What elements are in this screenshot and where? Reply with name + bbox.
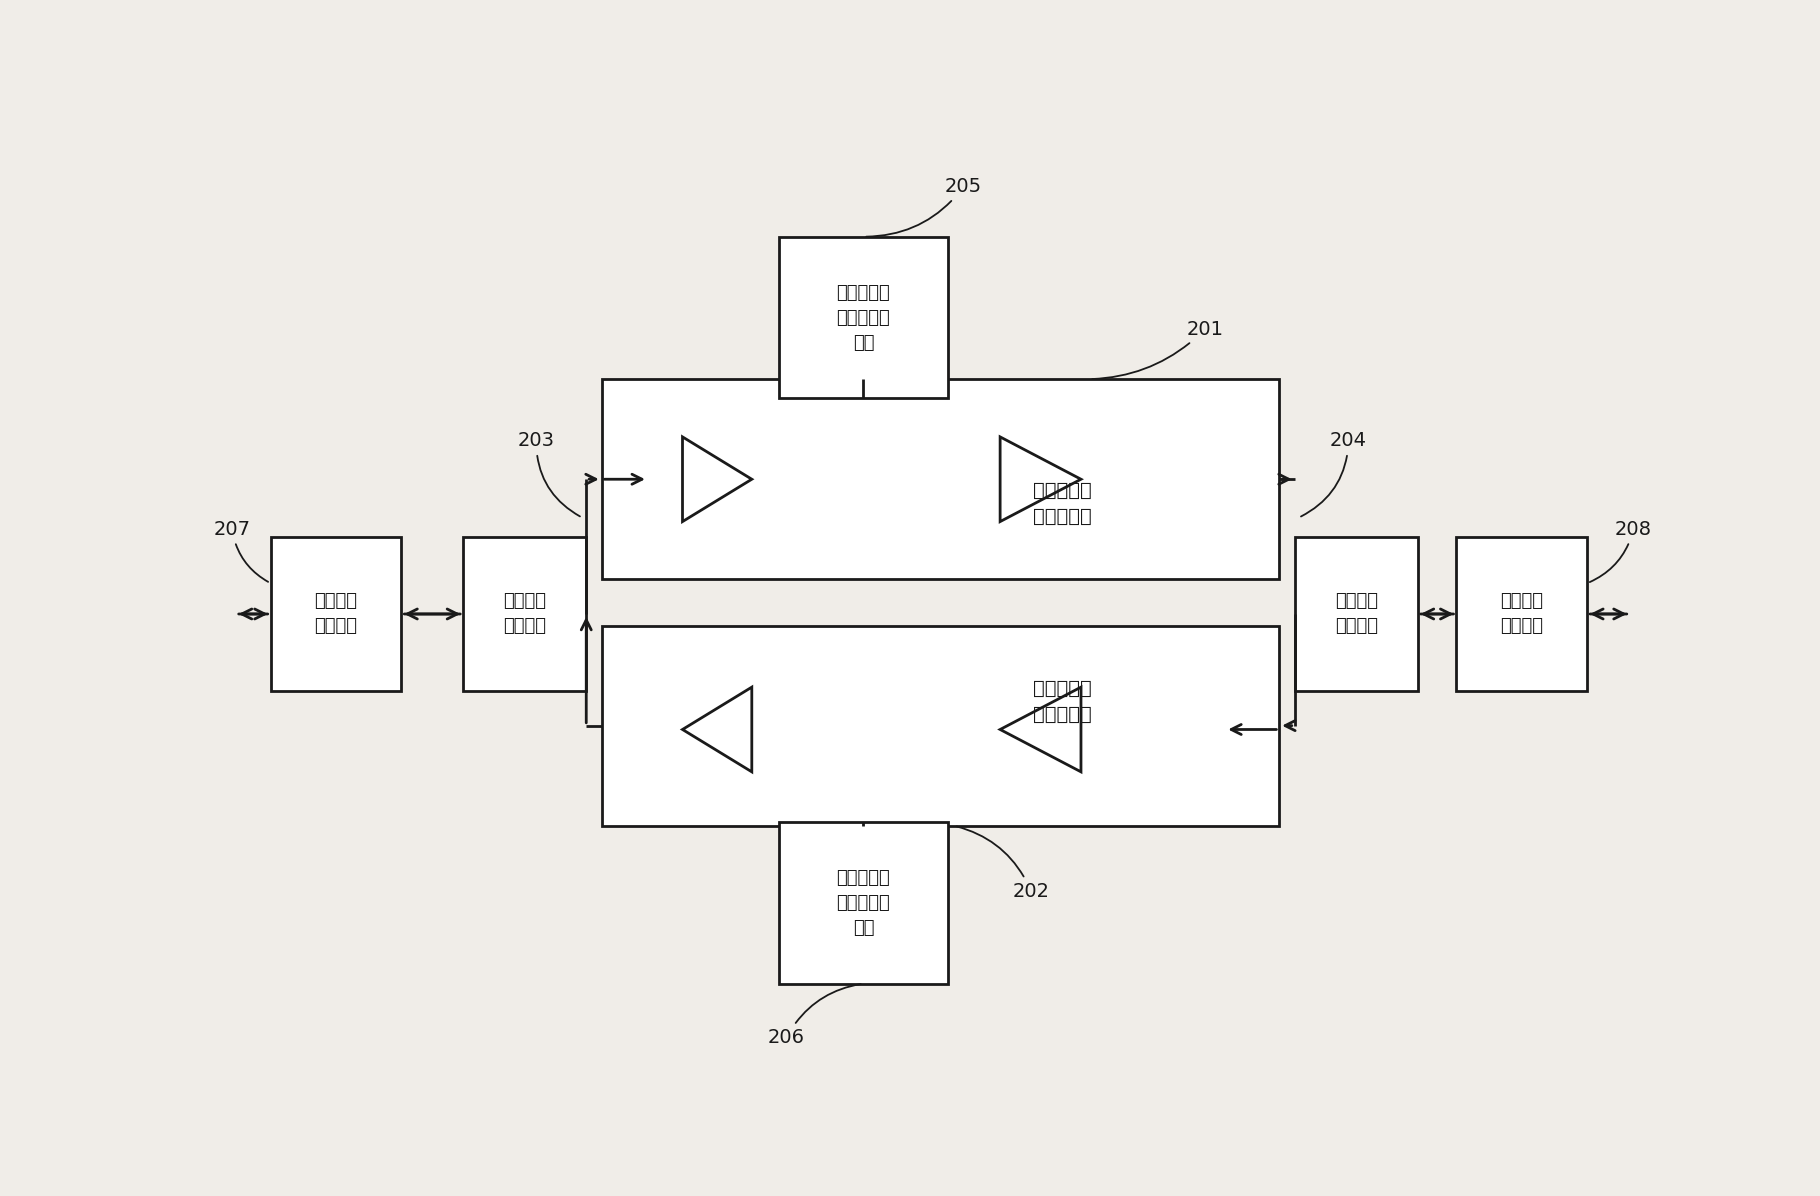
Bar	[602, 379, 1279, 579]
Text: 第二收发
开关单元: 第二收发 开关单元	[1334, 592, 1378, 635]
Polygon shape	[682, 688, 752, 771]
Text: 下行链路功
率放大单元
开关: 下行链路功 率放大单元 开关	[837, 283, 890, 352]
Polygon shape	[1001, 437, 1081, 521]
Polygon shape	[1001, 688, 1081, 771]
Text: 203: 203	[517, 432, 581, 517]
Text: 下行链路功
率放大单元: 下行链路功 率放大单元	[1034, 481, 1092, 526]
Bar	[1294, 537, 1418, 691]
Text: 207: 207	[213, 520, 268, 582]
Bar	[779, 237, 948, 398]
Bar	[462, 537, 586, 691]
Text: 上行链路功
率放大单元: 上行链路功 率放大单元	[1034, 679, 1092, 725]
Text: 第二带通
滤波单元: 第二带通 滤波单元	[1500, 592, 1543, 635]
Bar	[779, 822, 948, 983]
Text: 上行链路功
率放大单元
开关: 上行链路功 率放大单元 开关	[837, 868, 890, 936]
Text: 第一带通
滤波单元: 第一带通 滤波单元	[315, 592, 357, 635]
Text: 206: 206	[768, 984, 861, 1046]
Text: 208: 208	[1591, 520, 1653, 582]
Polygon shape	[682, 437, 752, 521]
Text: 204: 204	[1301, 432, 1367, 517]
Bar	[602, 626, 1279, 825]
Text: 第一收发
开关单元: 第一收发 开关单元	[502, 592, 546, 635]
Bar	[1456, 537, 1587, 691]
Text: 205: 205	[866, 177, 983, 237]
Bar	[271, 537, 402, 691]
Text: 201: 201	[1092, 319, 1223, 379]
Text: 202: 202	[957, 826, 1050, 901]
